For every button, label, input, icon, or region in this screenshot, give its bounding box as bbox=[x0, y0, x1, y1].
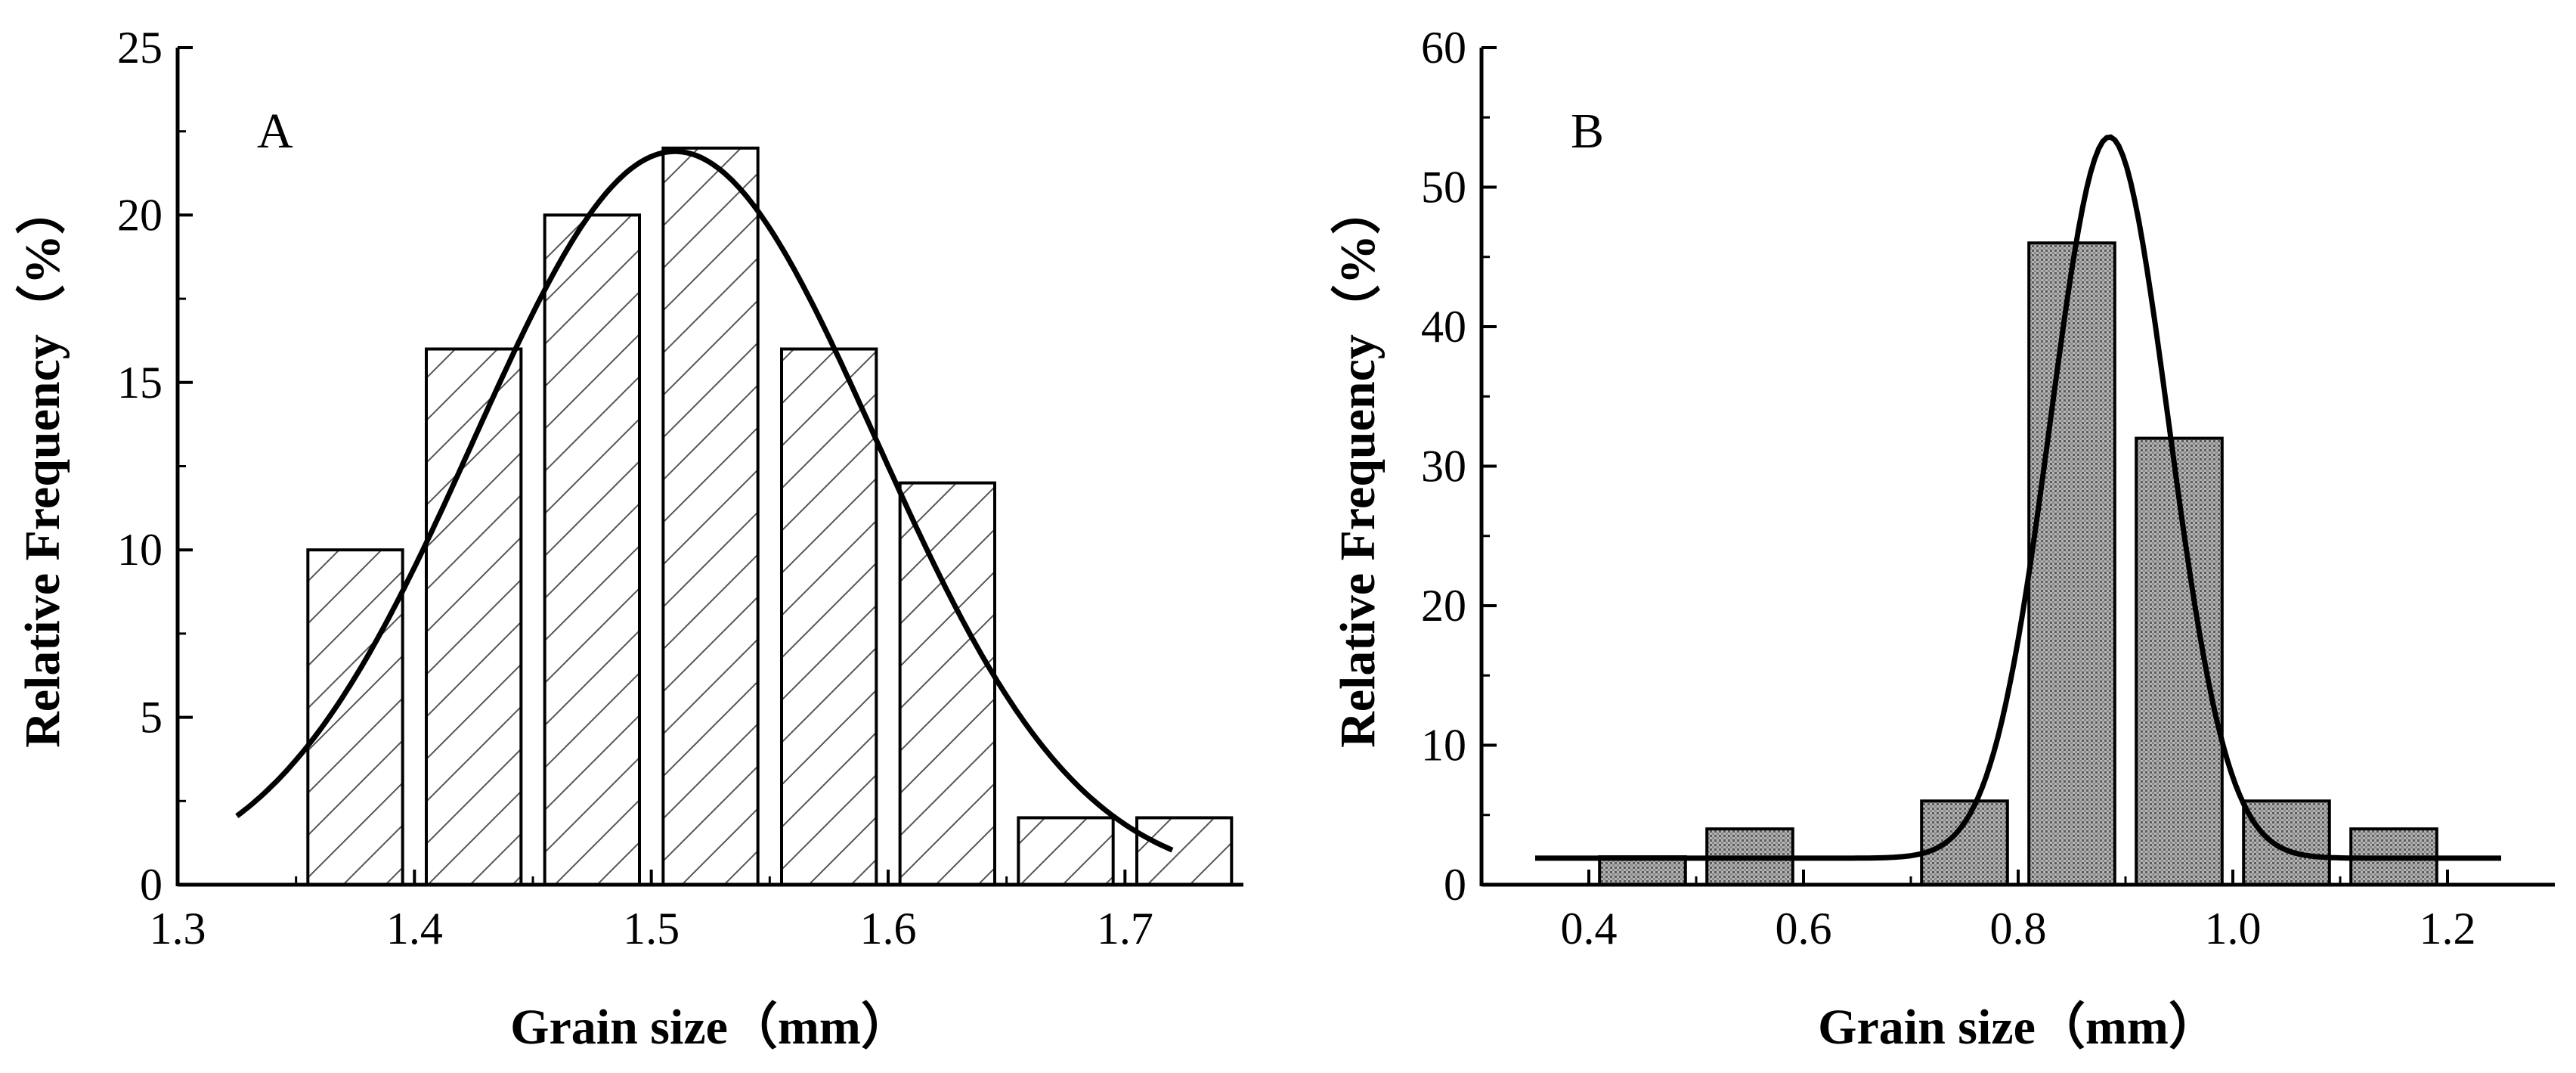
x-tick-label: 0.4 bbox=[1561, 904, 1618, 954]
x-tick-label: 1.2 bbox=[2420, 904, 2476, 954]
bar-a-4 bbox=[780, 347, 878, 886]
panel-label: B bbox=[1571, 104, 1604, 159]
x-tick-label: 1.5 bbox=[623, 904, 680, 954]
y-tick-label: 40 bbox=[1421, 302, 1466, 352]
x-tick-label: 0.8 bbox=[1990, 904, 2047, 954]
y-tick-label: 20 bbox=[117, 190, 163, 240]
bar-a-3 bbox=[661, 146, 760, 886]
y-tick-label: 5 bbox=[140, 693, 163, 743]
bar-a-7 bbox=[1135, 816, 1234, 886]
panel-a-chart: 0 5 10 15 20 25 1.3 1.4 1.5 1.6 1.7 Grain size（mm） R… bbox=[14, 23, 1243, 1055]
fit-curve-b bbox=[1535, 134, 2501, 861]
y-tick-label: 10 bbox=[1421, 721, 1466, 771]
panel-label: A bbox=[257, 104, 293, 159]
y-axis-label: Relative Frequency（%） bbox=[1330, 185, 1386, 748]
y-tick-label: 15 bbox=[117, 358, 163, 408]
bar-a-6 bbox=[1017, 816, 1115, 886]
y-tick-label: 30 bbox=[1421, 442, 1466, 492]
y-tick-label: 0 bbox=[1444, 860, 1466, 910]
panel-b-chart: 0 10 20 30 40 50 60 0.4 0.6 0.8 1.0 1.2 Grain size（m… bbox=[1330, 23, 2555, 1055]
y-tick-label: 10 bbox=[117, 525, 163, 575]
bar-a-2 bbox=[543, 213, 642, 886]
bar-b-5 bbox=[2242, 799, 2331, 887]
x-tick-label: 1.4 bbox=[386, 904, 443, 954]
y-tick-label: 0 bbox=[140, 860, 163, 910]
fit-curve-a bbox=[235, 148, 1174, 853]
y-tick-label: 60 bbox=[1421, 23, 1466, 73]
x-tick-label: 1.7 bbox=[1097, 904, 1153, 954]
x-axis-label: Grain size（mm） bbox=[1818, 999, 2218, 1055]
bar-b-2 bbox=[1920, 799, 2009, 887]
x-tick-label: 1.6 bbox=[860, 904, 917, 954]
x-tick-label: 1.3 bbox=[150, 904, 206, 954]
bar-b-3 bbox=[2027, 241, 2116, 886]
x-tick-label: 0.6 bbox=[1776, 904, 1832, 954]
y-tick-label: 25 bbox=[117, 23, 163, 73]
bar-a-1 bbox=[425, 347, 523, 886]
y-tick-label: 20 bbox=[1421, 581, 1466, 631]
bar-a-0 bbox=[306, 548, 404, 886]
y-axis-label: Relative Frequency（%） bbox=[14, 185, 70, 748]
x-axis-label: Grain size（mm） bbox=[510, 999, 911, 1055]
bar-b-0 bbox=[1598, 855, 1687, 886]
y-tick-label: 50 bbox=[1421, 163, 1466, 212]
x-tick-label: 1.0 bbox=[2205, 904, 2262, 954]
bar-a-5 bbox=[898, 481, 996, 886]
